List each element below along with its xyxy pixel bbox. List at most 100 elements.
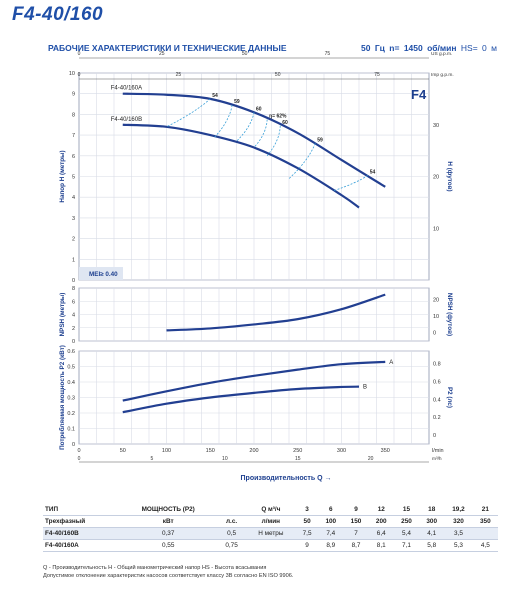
- head-ytick-label: 2: [72, 237, 75, 243]
- head-curve-label: F4-40/160A: [111, 86, 142, 92]
- top-axis-imp-label: Imp g.p.m.: [431, 72, 454, 78]
- table-cell: H метры: [258, 530, 284, 537]
- x-tick-label: 350: [381, 448, 390, 454]
- efficiency-label: 59: [234, 99, 240, 105]
- table-cell: [473, 528, 498, 540]
- table-cell: 9: [305, 542, 309, 549]
- table-cell: 6,4: [376, 530, 386, 537]
- pwr-ylabel-right: P2 (лс): [446, 387, 453, 408]
- table-cell: 12: [377, 506, 385, 513]
- pwr-ytick-label: 0.4: [67, 380, 75, 386]
- x-tick-label: 150: [206, 448, 215, 454]
- m3h-tick-label: 10: [222, 456, 228, 462]
- table-cell: 4,5: [480, 542, 490, 549]
- table-cell: 5,8: [427, 542, 437, 549]
- table-row: Трехфазный кВт л.с. л/мин 50 100 150 200 250 300 3…: [43, 515, 498, 528]
- table-cell: 250: [401, 518, 412, 525]
- table-cell: 300: [426, 518, 438, 525]
- table-cell: F4-40/160A: [45, 542, 79, 549]
- table-cell: 6: [328, 506, 333, 513]
- table-cell: 8,7: [351, 542, 361, 549]
- power-curve-A: [122, 360, 386, 402]
- head-ytick-right-label: 20: [433, 175, 439, 181]
- operating-conditions: 50 Гц n= 1450 об/мин HS= 0 м: [361, 43, 497, 53]
- table-cell: 200: [375, 518, 387, 525]
- npsh-ylabel: NPSH (метры): [59, 293, 66, 337]
- npsh-ytick-label: 2: [72, 326, 75, 332]
- npsh-ytick-right-label: 20: [433, 298, 439, 304]
- efficiency-label: η= 62%: [269, 114, 287, 120]
- npsh-ylabel-right: NPSH (футов): [446, 293, 453, 336]
- table-cell: 8,9: [326, 542, 336, 549]
- efficiency-label: 60: [282, 120, 288, 126]
- table-cell: ТИП: [45, 506, 59, 513]
- head-ytick-label: 1: [72, 257, 75, 263]
- table-cell: 0,5: [227, 530, 237, 537]
- x-tick-label: 100: [162, 448, 171, 454]
- head-ylabel: Напор H (метры): [59, 150, 66, 202]
- table-cell: 5,4: [402, 530, 411, 537]
- efficiency-label: 60: [256, 106, 262, 112]
- table-row: F4-40/160A 0,55 0,75 9 8,9 8,7 8,1 7,1 5,8 5,3 4,5: [43, 539, 498, 552]
- table-cell: 320: [453, 518, 464, 525]
- pwr-ytick-right-label: 0: [433, 433, 436, 439]
- frequency: 50 Гц: [361, 43, 385, 53]
- head-ytick-label: 7: [72, 133, 75, 139]
- top-axis-us-tick: 25: [159, 51, 165, 57]
- table-cell: 150: [350, 518, 362, 525]
- pwr-ytick-label: 0.3: [67, 396, 75, 402]
- head-ytick-label: 0: [72, 278, 75, 284]
- efficiency-isoline: [253, 119, 268, 148]
- head-ytick-label: 8: [72, 112, 75, 118]
- table-cell: 350: [479, 518, 491, 525]
- table-cell: Q м³/ч: [261, 506, 281, 513]
- top-axis-imp-tick: 0: [78, 72, 81, 78]
- efficiency-isoline: [266, 125, 281, 157]
- efficiency-label: 54: [212, 93, 218, 99]
- table-cell: 19,2: [452, 506, 465, 513]
- pwr-ytick-label: 0.1: [67, 427, 75, 433]
- head-curve-F4-40/160B: [122, 123, 360, 209]
- top-axis-us-label: US g.p.m.: [431, 51, 452, 57]
- mei-label: MEI≥ 0.40: [89, 271, 118, 278]
- npsh-curve: [166, 293, 386, 332]
- table-row: ТИП МОЩНОСТЬ (P2) Q м³/ч 3 6 9 12 15 18 19,2 21: [43, 504, 498, 516]
- x-tick-label: 300: [337, 448, 346, 454]
- top-axis-imp-tick: 75: [374, 72, 380, 78]
- head-ytick-label: 10: [69, 71, 75, 77]
- x-tick-label: 200: [249, 448, 258, 454]
- table-cell: 0,55: [161, 542, 175, 549]
- npsh-ytick-label: 0: [72, 339, 75, 345]
- m3h-tick-label: 15: [295, 456, 301, 462]
- efficiency-isoline: [166, 98, 211, 128]
- m3h-tick-label: 5: [151, 456, 154, 462]
- table-cell: 5,3: [454, 542, 463, 549]
- table-cell: кВт: [162, 518, 174, 525]
- x-tick-label: 0: [77, 448, 80, 454]
- suction-height: HS= 0 м: [460, 43, 497, 53]
- series-badge: F4: [411, 87, 427, 102]
- head-ytick-right-label: 30: [433, 123, 439, 129]
- table-cell: [217, 504, 245, 516]
- x-tick-label: 250: [293, 448, 302, 454]
- mei-box: [79, 267, 123, 280]
- table-cell: 3: [305, 506, 309, 513]
- npsh-ytick-label: 8: [72, 286, 75, 292]
- footnote-legend: Q - Производительность H - Общий маномет…: [43, 565, 267, 571]
- table-cell: 7,5: [302, 530, 312, 537]
- table-cell: 4,1: [427, 530, 437, 537]
- head-ylabel-right: H (футов): [446, 161, 453, 191]
- head-ytick-label: 6: [72, 154, 75, 160]
- x-axis-title: Производительность Q →: [241, 475, 332, 482]
- npsh-ytick-right-label: 10: [433, 314, 439, 320]
- page-title: F4-40/160: [12, 4, 104, 25]
- pwr-ytick-label: 0.5: [67, 365, 75, 371]
- table-cell: л/мин: [261, 518, 281, 525]
- power-curve-label: B: [363, 385, 367, 391]
- table-cell: 7,1: [402, 542, 411, 549]
- table-cell: 100: [325, 518, 337, 525]
- pwr-ytick-label: 0.2: [67, 411, 75, 417]
- table-row: F4-40/160B 0,37 0,5 H метры 7,5 7,4 7 6,4 5,4 4,1…: [43, 527, 498, 540]
- pwr-ytick-right-label: 0.8: [433, 362, 441, 368]
- table-cell: 18: [428, 506, 436, 513]
